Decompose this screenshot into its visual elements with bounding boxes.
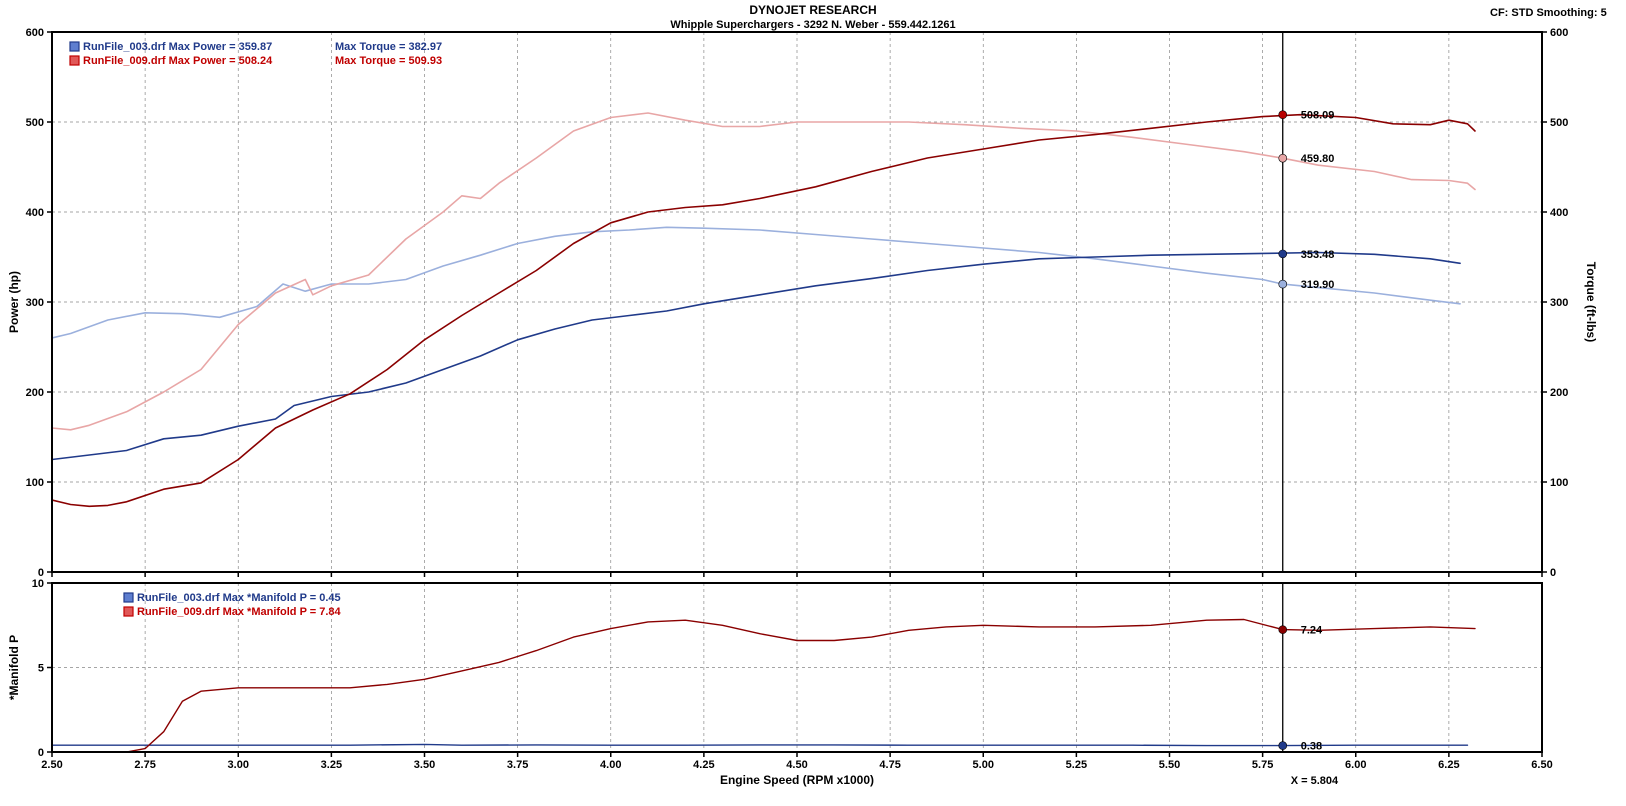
svg-text:RunFile_003.drf Max Power = 35: RunFile_003.drf Max Power = 359.87: [83, 41, 272, 53]
svg-text:4.25: 4.25: [693, 759, 714, 771]
svg-text:2.50: 2.50: [41, 759, 62, 771]
svg-text:5.50: 5.50: [1159, 759, 1180, 771]
svg-text:X = 5.804: X = 5.804: [1291, 775, 1339, 787]
svg-text:300: 300: [26, 297, 44, 309]
svg-text:353.48: 353.48: [1301, 249, 1335, 261]
svg-text:0.38: 0.38: [1301, 741, 1322, 753]
svg-text:500: 500: [26, 117, 44, 129]
svg-text:RunFile_009.drf Max Power = 50: RunFile_009.drf Max Power = 508.24: [83, 55, 273, 67]
svg-text:3.00: 3.00: [228, 759, 249, 771]
svg-text:RunFile_009.drf Max *Manifold: RunFile_009.drf Max *Manifold P = 7.84: [137, 606, 342, 618]
svg-text:7.24: 7.24: [1301, 625, 1323, 637]
dyno-chart: DYNOJET RESEARCH Whipple Superchargers - …: [0, 0, 1626, 806]
svg-text:319.90: 319.90: [1301, 279, 1335, 291]
svg-text:100: 100: [26, 477, 44, 489]
svg-text:10: 10: [32, 578, 44, 590]
svg-text:6.00: 6.00: [1345, 759, 1366, 771]
svg-text:6.25: 6.25: [1438, 759, 1459, 771]
svg-text:5: 5: [38, 663, 44, 675]
svg-text:100: 100: [1550, 477, 1568, 489]
svg-text:3.75: 3.75: [507, 759, 528, 771]
svg-text:600: 600: [1550, 27, 1568, 39]
svg-text:Max Torque = 509.93: Max Torque = 509.93: [335, 55, 442, 67]
svg-text:3.50: 3.50: [414, 759, 435, 771]
svg-text:4.00: 4.00: [600, 759, 621, 771]
svg-text:4.75: 4.75: [879, 759, 900, 771]
svg-text:6.50: 6.50: [1531, 759, 1552, 771]
svg-text:2.75: 2.75: [134, 759, 155, 771]
svg-text:400: 400: [1550, 207, 1568, 219]
svg-text:Torque (ft-lbs): Torque (ft-lbs): [1584, 262, 1598, 342]
svg-text:200: 200: [26, 387, 44, 399]
svg-text:5.25: 5.25: [1066, 759, 1087, 771]
svg-text:Max Torque = 382.97: Max Torque = 382.97: [335, 41, 442, 53]
svg-text:Engine Speed (RPM x1000): Engine Speed (RPM x1000): [720, 773, 874, 787]
svg-text:508.09: 508.09: [1301, 110, 1335, 122]
svg-text:300: 300: [1550, 297, 1568, 309]
svg-text:5.00: 5.00: [973, 759, 994, 771]
svg-text:459.80: 459.80: [1301, 153, 1335, 165]
svg-text:5.75: 5.75: [1252, 759, 1273, 771]
svg-text:DYNOJET RESEARCH: DYNOJET RESEARCH: [749, 3, 876, 17]
svg-text:0: 0: [38, 747, 44, 759]
svg-text:400: 400: [26, 207, 44, 219]
svg-text:Power (hp): Power (hp): [7, 271, 21, 333]
svg-text:CF: STD Smoothing: 5: CF: STD Smoothing: 5: [1490, 7, 1607, 19]
svg-text:0: 0: [1550, 567, 1556, 579]
svg-text:*Manifold P: *Manifold P: [7, 635, 21, 700]
svg-text:500: 500: [1550, 117, 1568, 129]
svg-text:4.50: 4.50: [786, 759, 807, 771]
svg-text:Whipple Superchargers - 3292 N: Whipple Superchargers - 3292 N. Weber - …: [670, 19, 955, 31]
svg-text:3.25: 3.25: [321, 759, 342, 771]
svg-text:RunFile_003.drf Max *Manifold: RunFile_003.drf Max *Manifold P = 0.45: [137, 592, 341, 604]
svg-text:600: 600: [26, 27, 44, 39]
svg-text:200: 200: [1550, 387, 1568, 399]
